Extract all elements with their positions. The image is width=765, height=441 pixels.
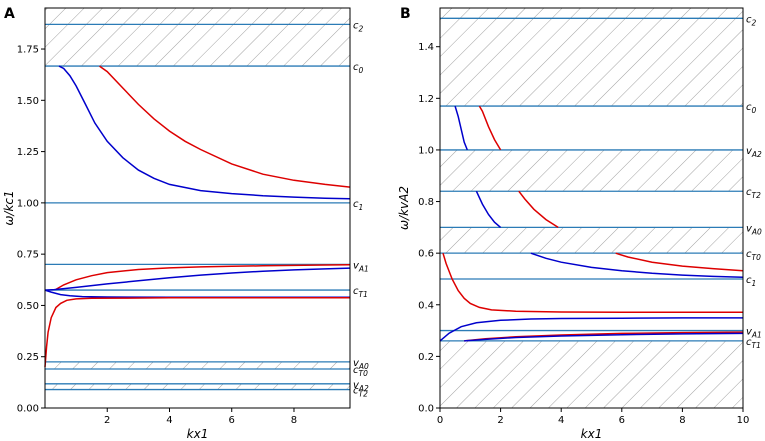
panel-a-y-ticks: 0.00 0.25 0.50 0.75 1.00 1.25 1.50 1.75 [17, 45, 45, 415]
panel-a-hatched-band-2 [45, 383, 350, 390]
panel-b-x-tick-label: 0 [437, 415, 443, 426]
panel-a-y-tick-label: 0.75 [17, 250, 39, 261]
panel-a-x-ticks: 2 4 6 8 [104, 408, 297, 426]
panel-a-y-tick-label: 0.25 [17, 352, 39, 363]
panel-a-frame [44, 7, 351, 409]
panel-a: 2 4 6 8 0.00 0.25 0.50 0.75 1.00 1.25 1.50 1.75 c2… [2, 7, 369, 441]
panel-b-x-tick-label: 2 [497, 415, 503, 426]
panel-a-y-tick-label: 1.75 [17, 45, 39, 56]
panel-b-curve-blue-c1 [530, 252, 744, 278]
panel-b-curve-blue-top [454, 105, 468, 151]
panel-b-x-ticks: 0 2 4 6 8 10 [437, 408, 750, 426]
panel-b-x-tick-label: 4 [558, 415, 564, 426]
panel-b-y-tick-label: 0.8 [418, 197, 434, 208]
panel-b-level-label-cT1: cT1 [746, 337, 761, 350]
panel-a-curve-blue-mid-upper [44, 267, 351, 291]
panel-b-curve-red-top [478, 105, 502, 151]
panel-a-curve-blue-upper [58, 65, 351, 200]
panel-b-level-label-cT0: cT0 [746, 249, 761, 262]
panel-b-curve-blue-lower [439, 317, 743, 342]
panel-b-y-tick-label: 0.6 [418, 249, 434, 260]
panel-a-curve-red-mid-upper [55, 264, 351, 291]
panel-a-y-tick-label: 1.25 [17, 147, 39, 158]
panel-b-y-tick-label: 1.4 [418, 42, 434, 53]
panel-a-y-tick-label: 1.00 [17, 198, 39, 209]
panel-b-label: B [400, 6, 411, 22]
panel-b-hatched-band-0 [440, 8, 743, 107]
panel-a-x-tick-label: 8 [291, 415, 297, 426]
panel-a-y-tick-label: 0.50 [17, 301, 39, 312]
panel-a-series [44, 65, 351, 368]
panel-b-level-label-c1: c1 [746, 275, 756, 288]
panel-b-curve-red-band2 [518, 190, 559, 229]
panel-b-curve-red-c1 [615, 252, 744, 272]
panel-b-hatched-band-2 [440, 227, 743, 254]
panel-b-level-label-c2: c2 [746, 14, 757, 27]
panel-a-curve-blue-mid-lower [44, 289, 350, 298]
panel-b-level-label-vA0: vA0 [746, 223, 762, 236]
panel-b-y-tick-label: 0.2 [418, 352, 434, 363]
panel-b-y-tick-label: 0.0 [418, 404, 434, 415]
panel-b-hatched-band-3 [440, 340, 743, 408]
panel-b-y-tick-label: 1.0 [418, 145, 434, 156]
panel-a-level-label-cT0: cT0 [353, 365, 368, 378]
panel-a-level-label-c0: c0 [353, 62, 364, 75]
panel-a-level-label-vA0: vA0 [353, 358, 369, 371]
panel-b-curve-blue-bottom [464, 332, 744, 342]
panel-a-levels [45, 23, 350, 391]
panel-a-level-label-cT1: cT1 [353, 286, 368, 299]
panel-b-series [439, 105, 744, 342]
panel-b-y-axis-label: ω/kvA2 [397, 186, 411, 230]
panel-b-hatched-band-1 [440, 149, 743, 192]
panel-a-level-label-c1: c1 [353, 199, 363, 212]
panel-a-y-axis-label: ω/kc1 [2, 190, 16, 225]
panel-b-curve-blue-band2 [475, 190, 502, 228]
panel-a-label: A [4, 6, 15, 22]
panel-b-curve-red-lower [442, 252, 743, 314]
panel-b-x-tick-label: 8 [679, 415, 685, 426]
panel-b-level-label-vA2: vA2 [746, 146, 762, 159]
panel-b-levels [440, 17, 743, 342]
panel-b-level-label-cT2: cT2 [746, 187, 761, 200]
panel-b-hatched-bands [440, 8, 743, 408]
panel-b-y-tick-label: 1.2 [418, 94, 434, 105]
panel-a-y-tick-label: 1.50 [17, 96, 39, 107]
panel-a-x-tick-label: 2 [104, 415, 110, 426]
panel-b-x-tick-label: 6 [619, 415, 625, 426]
panel-a-hatched-band-1 [45, 361, 350, 370]
panel-a-x-axis-label: kx1 [187, 427, 209, 441]
panel-a-level-label-cT2: cT2 [353, 386, 368, 399]
panel-b-level-label-c0: c0 [746, 102, 757, 115]
panel-a-level-label-c2: c2 [353, 20, 364, 33]
panel-a-level-label-vA2: vA2 [353, 380, 369, 393]
panel-a-level-label-vA1: vA1 [353, 260, 369, 273]
panel-a-x-tick-label: 4 [166, 415, 172, 426]
panel-b-y-tick-label: 0.4 [418, 300, 434, 311]
panel-a-curve-red-lower [44, 297, 350, 368]
panel-a-x-tick-label: 6 [229, 415, 235, 426]
panel-a-curve-red-upper [99, 65, 351, 188]
panel-b: 0 2 4 6 8 10 0.0 0.2 0.4 0.6 0.8 1.0 1.2 1.4 c2 c0 vA2… [397, 7, 762, 441]
panel-a-hatched-band-0 [45, 8, 350, 67]
panel-b-y-ticks: 0.0 0.2 0.4 0.6 0.8 1.0 1.2 1.4 [418, 42, 440, 415]
panel-a-hatched-bands [45, 8, 350, 390]
panel-b-frame [439, 7, 744, 409]
panel-b-level-label-vA1: vA1 [746, 327, 762, 340]
panel-b-x-axis-label: kx1 [581, 427, 603, 441]
panel-b-x-tick-label: 10 [737, 415, 750, 426]
panel-a-y-tick-label: 0.00 [17, 404, 39, 415]
